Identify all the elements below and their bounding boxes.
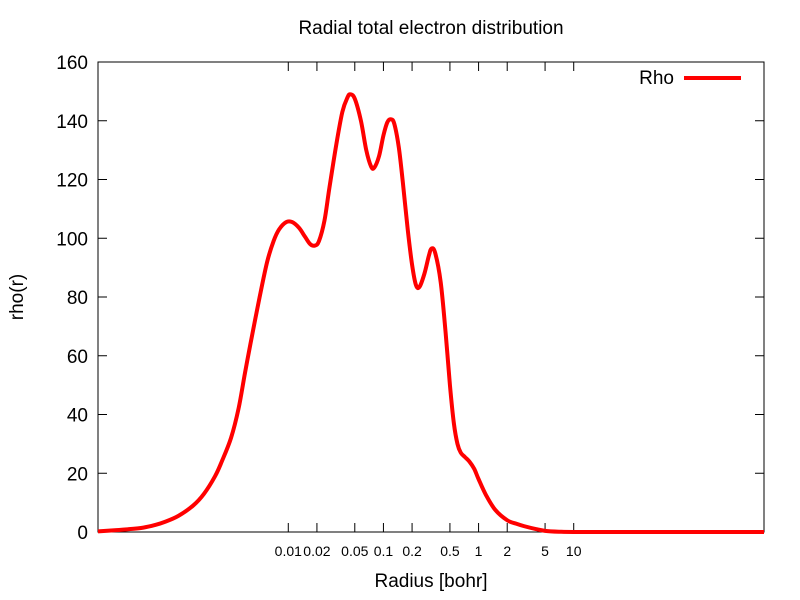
- x-tick-label: 0.01: [275, 543, 302, 559]
- x-tick-label: 0.05: [341, 543, 368, 559]
- plot-border: [97, 61, 765, 533]
- legend-label: Rho: [639, 68, 674, 89]
- x-tick-label: 0.02: [303, 543, 330, 559]
- y-tick-label: 0: [77, 523, 88, 544]
- y-tick-label: 20: [67, 464, 88, 485]
- y-tick-label: 60: [67, 347, 88, 368]
- x-tick-label: 0.5: [440, 543, 460, 559]
- x-tick-label: 1: [475, 543, 483, 559]
- x-tick-label: 0.2: [402, 543, 422, 559]
- y-axis: 0 20 40 60 80 100 120 140 160: [56, 53, 764, 544]
- series-layer: [97, 92, 764, 535]
- x-axis: 0.01 0.02 0.05 0.1 0.2 0.5 1 2 5 10: [275, 62, 582, 559]
- y-tick-label: 40: [67, 406, 88, 427]
- series-line-rho: [97, 92, 764, 535]
- y-tick-label: 100: [56, 229, 88, 250]
- x-axis-label: Radius [bohr]: [374, 571, 487, 592]
- y-tick-label: 140: [56, 112, 88, 133]
- x-tick-label: 5: [541, 543, 549, 559]
- x-tick-label: 2: [503, 543, 511, 559]
- y-tick-label: 80: [67, 288, 88, 309]
- chart-title: Radial total electron distribution: [298, 18, 563, 39]
- x-tick-label: 0.1: [374, 543, 394, 559]
- x-tick-label: 10: [566, 543, 582, 559]
- legend: Rho: [639, 68, 741, 89]
- y-tick-label: 120: [56, 171, 88, 192]
- y-tick-label: 160: [56, 53, 88, 74]
- y-axis-label: rho(r): [7, 274, 28, 320]
